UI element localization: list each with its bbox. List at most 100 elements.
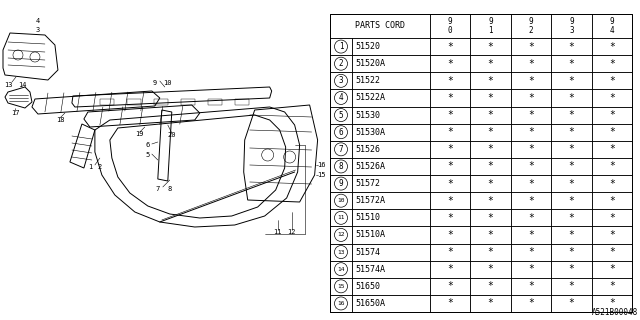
Bar xyxy=(511,295,551,312)
Text: *: * xyxy=(528,213,534,223)
Bar xyxy=(430,192,470,209)
Bar xyxy=(591,38,632,55)
Text: 15: 15 xyxy=(317,172,326,178)
Text: *: * xyxy=(528,110,534,120)
Bar xyxy=(551,14,591,38)
Bar xyxy=(330,89,352,107)
Bar xyxy=(100,99,114,105)
Text: *: * xyxy=(447,230,453,240)
Bar xyxy=(511,158,551,175)
Bar xyxy=(330,55,352,72)
Bar xyxy=(511,14,551,38)
Bar xyxy=(430,124,470,141)
Bar xyxy=(430,38,470,55)
Text: 51510A: 51510A xyxy=(355,230,385,239)
Text: *: * xyxy=(609,144,615,154)
Bar xyxy=(430,89,470,107)
Text: 17: 17 xyxy=(11,110,19,116)
Text: 9
2: 9 2 xyxy=(529,17,533,35)
Text: *: * xyxy=(568,264,574,274)
Bar xyxy=(430,175,470,192)
Text: *: * xyxy=(488,93,493,103)
Text: 18: 18 xyxy=(56,117,64,123)
Text: *: * xyxy=(528,59,534,69)
Text: 11: 11 xyxy=(337,215,345,220)
Text: 51650A: 51650A xyxy=(355,299,385,308)
Bar xyxy=(352,175,430,192)
Bar xyxy=(511,244,551,260)
Text: *: * xyxy=(528,161,534,172)
Text: *: * xyxy=(568,247,574,257)
Text: 3: 3 xyxy=(339,76,343,85)
Text: *: * xyxy=(609,179,615,188)
Text: *: * xyxy=(488,144,493,154)
Text: *: * xyxy=(568,213,574,223)
Text: *: * xyxy=(447,161,453,172)
Text: *: * xyxy=(528,179,534,188)
Text: 20: 20 xyxy=(168,132,176,138)
Bar xyxy=(330,14,430,38)
Bar xyxy=(430,295,470,312)
Text: *: * xyxy=(528,127,534,137)
Bar xyxy=(352,295,430,312)
Bar xyxy=(511,72,551,89)
Text: *: * xyxy=(609,93,615,103)
Text: A521B00048: A521B00048 xyxy=(592,308,638,317)
Text: *: * xyxy=(528,76,534,86)
Bar xyxy=(551,55,591,72)
Bar xyxy=(511,192,551,209)
Bar xyxy=(430,14,470,38)
Bar xyxy=(551,295,591,312)
Text: *: * xyxy=(447,281,453,291)
Bar xyxy=(591,158,632,175)
Text: 51574A: 51574A xyxy=(355,265,385,274)
Bar xyxy=(352,209,430,226)
Text: *: * xyxy=(488,76,493,86)
Bar xyxy=(352,124,430,141)
Text: *: * xyxy=(488,110,493,120)
Bar xyxy=(591,175,632,192)
Bar xyxy=(330,141,352,158)
Bar xyxy=(430,107,470,124)
Bar xyxy=(430,278,470,295)
Bar xyxy=(470,124,511,141)
Bar xyxy=(511,89,551,107)
Bar xyxy=(551,89,591,107)
Bar xyxy=(352,38,430,55)
Text: *: * xyxy=(609,230,615,240)
Text: *: * xyxy=(609,76,615,86)
Bar xyxy=(470,14,511,38)
Bar xyxy=(470,107,511,124)
Text: *: * xyxy=(568,230,574,240)
Text: *: * xyxy=(447,76,453,86)
Text: *: * xyxy=(528,93,534,103)
Text: 4: 4 xyxy=(339,93,343,102)
Text: 51530A: 51530A xyxy=(355,128,385,137)
Text: *: * xyxy=(488,161,493,172)
Bar xyxy=(470,38,511,55)
Text: *: * xyxy=(528,281,534,291)
Bar xyxy=(352,260,430,278)
Text: 8: 8 xyxy=(339,162,343,171)
Bar xyxy=(430,141,470,158)
Bar xyxy=(591,260,632,278)
Bar xyxy=(352,244,430,260)
Text: 6: 6 xyxy=(146,142,150,148)
Text: *: * xyxy=(488,230,493,240)
Text: *: * xyxy=(609,264,615,274)
Bar xyxy=(330,124,352,141)
Bar xyxy=(235,99,249,105)
Bar xyxy=(154,99,168,105)
Text: *: * xyxy=(528,299,534,308)
Text: 51526A: 51526A xyxy=(355,162,385,171)
Bar xyxy=(511,260,551,278)
Bar xyxy=(352,158,430,175)
Text: 4: 4 xyxy=(36,18,40,24)
Bar xyxy=(470,295,511,312)
Text: *: * xyxy=(528,196,534,206)
Text: 51530: 51530 xyxy=(355,111,380,120)
Bar xyxy=(127,99,141,105)
Text: 1: 1 xyxy=(339,42,343,51)
Bar xyxy=(352,89,430,107)
Text: 6: 6 xyxy=(339,128,343,137)
